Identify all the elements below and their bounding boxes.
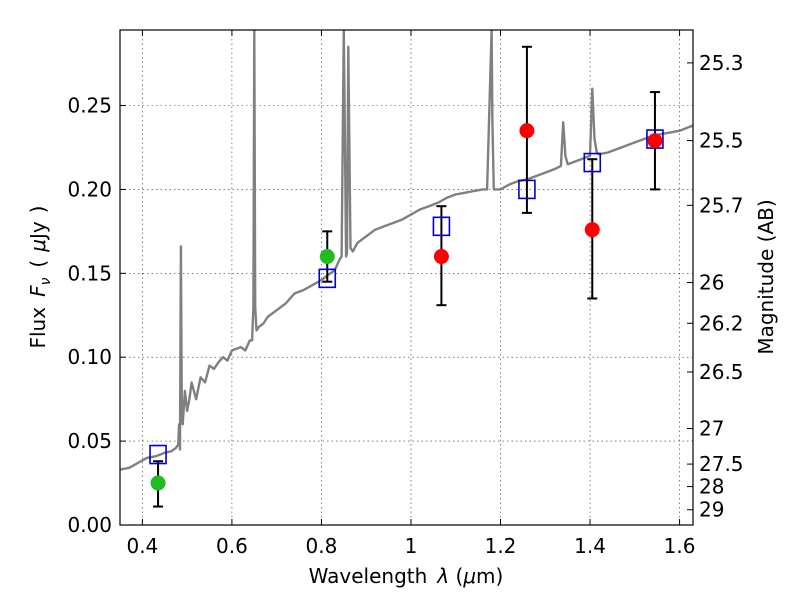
y2-tick-label: 27.5	[699, 452, 744, 476]
x-tick-label: 1	[405, 534, 418, 558]
observed-flux-point	[433, 249, 449, 265]
observed-flux-point	[647, 133, 663, 149]
plot-frame	[119, 29, 694, 526]
model-photometry-point	[432, 216, 451, 237]
y-axis-label: FluxFν(μJy)	[26, 205, 54, 348]
y2-axis-label: Magnitude (AB)	[754, 199, 778, 354]
y2-tick-label: 29	[699, 498, 724, 522]
model-photometry-point	[318, 268, 337, 289]
y2-tick-label: 26	[699, 271, 724, 295]
grid-layer	[120, 30, 693, 526]
y2-tick-label: 25.3	[699, 51, 744, 75]
x-tick-label: 0.4	[126, 534, 158, 558]
tick-layer: 0.4 0.6 0.8 1 1.2 1.4 1.6 0.00 0.05 0.10 0.15 0.20 0…	[67, 30, 744, 558]
y2-tick-label: 26.5	[699, 360, 744, 384]
model-photometry-point	[149, 444, 167, 465]
y-tick-label: 0.10	[67, 345, 112, 369]
spectrum-line	[120, 30, 693, 471]
x-tick-label: 0.8	[306, 534, 338, 558]
x-tick-label: 0.6	[216, 534, 248, 558]
x-tick-label: 1.6	[664, 534, 696, 558]
observed-flux-point	[519, 123, 535, 139]
plot-area	[120, 30, 693, 471]
y2-tick-label: 25.5	[699, 129, 744, 153]
model-photometry-point	[583, 152, 602, 173]
y2-tick-label: 25.7	[699, 193, 744, 217]
x-axis-label: Wavelength λ (μm)	[309, 564, 504, 588]
observed-flux-point	[584, 222, 600, 238]
observed-flux-point	[150, 475, 166, 491]
y-tick-label: 0.20	[67, 177, 112, 201]
y-tick-label: 0.00	[67, 513, 112, 537]
x-tick-label: 1.4	[574, 534, 606, 558]
observed-flux-point	[319, 249, 335, 265]
y-tick-label: 0.05	[67, 429, 112, 453]
y-tick-label: 0.15	[67, 261, 112, 285]
y2-tick-label: 28	[699, 475, 724, 499]
model-photometry-point	[518, 179, 536, 200]
x-tick-label: 1.2	[485, 534, 517, 558]
y-tick-label: 0.25	[67, 94, 112, 118]
y2-tick-label: 27	[699, 417, 724, 441]
y2-tick-label: 26.2	[699, 311, 744, 335]
plot-layer	[120, 30, 693, 508]
